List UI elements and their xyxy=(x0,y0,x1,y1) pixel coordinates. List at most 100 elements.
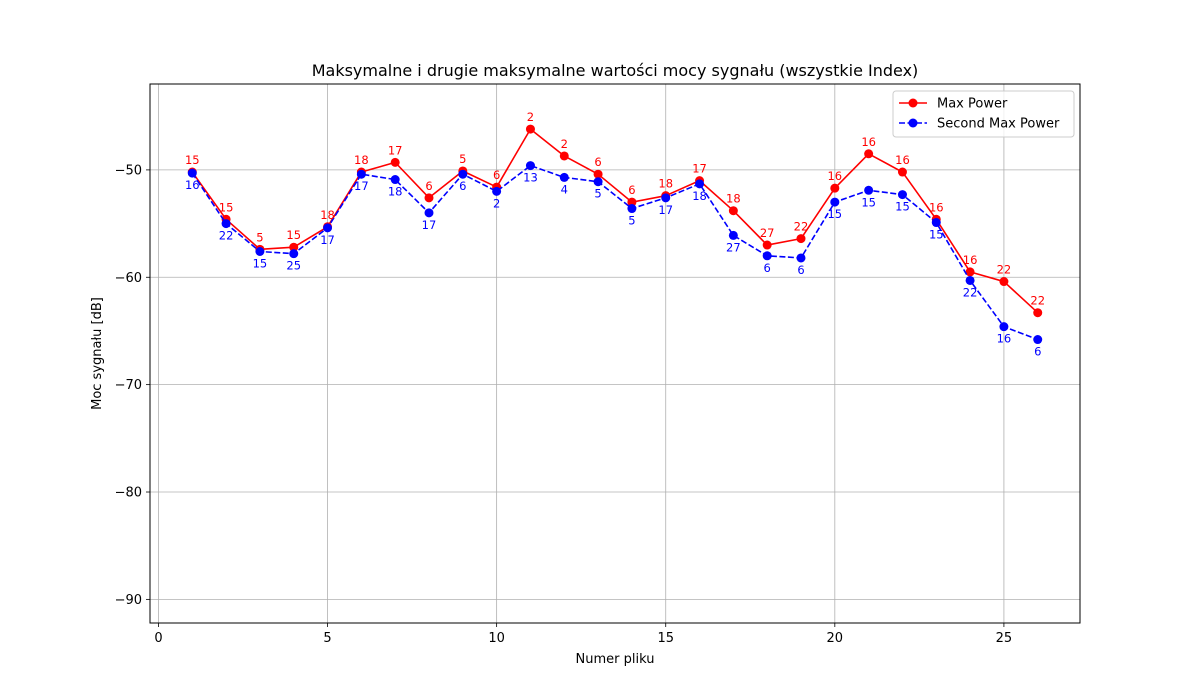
data-label: 17 xyxy=(692,162,707,176)
data-label: 2 xyxy=(561,137,568,151)
x-tick-label: 20 xyxy=(827,631,844,646)
data-point xyxy=(728,230,738,240)
data-label: 18 xyxy=(726,192,741,206)
data-label: 17 xyxy=(320,233,335,247)
x-tick-label: 15 xyxy=(657,631,674,646)
data-label: 6 xyxy=(594,155,601,169)
data-point xyxy=(695,179,705,189)
data-point xyxy=(762,240,772,250)
data-label: 15 xyxy=(895,200,910,214)
data-label: 6 xyxy=(493,168,500,182)
data-point xyxy=(864,149,874,159)
series-line-2 xyxy=(191,164,1039,341)
y-tick-label: −70 xyxy=(115,378,142,393)
data-point xyxy=(796,253,806,263)
data-point xyxy=(424,208,434,218)
data-point xyxy=(830,183,840,193)
data-point xyxy=(593,177,603,187)
data-label: 2 xyxy=(527,110,534,124)
data-point xyxy=(255,246,265,256)
data-point xyxy=(424,193,434,203)
plot-frame xyxy=(149,83,1081,624)
data-label: 15 xyxy=(185,153,200,167)
data-point xyxy=(965,275,975,285)
y-tick-label: −80 xyxy=(115,486,142,501)
data-point xyxy=(525,124,535,134)
data-label: 15 xyxy=(861,195,876,209)
data-label: 18 xyxy=(320,208,335,222)
data-label: 16 xyxy=(997,332,1012,346)
data-label: 6 xyxy=(425,179,432,193)
data-point xyxy=(897,167,907,177)
data-point xyxy=(289,249,299,259)
data-label: 27 xyxy=(760,226,775,240)
data-point xyxy=(390,175,400,185)
data-label: 16 xyxy=(861,135,876,149)
data-point xyxy=(830,197,840,207)
data-label: 16 xyxy=(895,153,910,167)
axis-ticks: 0 5 10 15 20 25−90−80−70−60−50 xyxy=(115,163,1013,646)
data-label: 16 xyxy=(963,253,978,267)
series-layer xyxy=(187,124,1043,345)
data-point xyxy=(559,172,569,182)
data-point xyxy=(796,234,806,244)
data-point xyxy=(289,242,299,252)
data-label: 15 xyxy=(929,228,944,242)
data-label: 22 xyxy=(963,285,978,299)
x-tick-label: 5 xyxy=(323,631,331,646)
data-label: 16 xyxy=(185,178,200,192)
data-point xyxy=(525,161,535,171)
data-label: 22 xyxy=(794,220,809,234)
data-point xyxy=(627,197,637,207)
grid-lines xyxy=(150,84,1080,623)
data-point xyxy=(1033,308,1043,318)
data-label: 18 xyxy=(692,189,707,203)
data-label: 17 xyxy=(422,218,437,232)
data-label: 15 xyxy=(827,207,842,221)
data-point xyxy=(356,169,366,179)
data-point xyxy=(559,151,569,161)
data-label: 4 xyxy=(561,182,568,196)
data-point xyxy=(458,169,468,179)
y-tick-label: −60 xyxy=(115,271,142,286)
data-point xyxy=(728,206,738,216)
data-label: 6 xyxy=(764,261,771,275)
data-point xyxy=(931,218,941,228)
data-point xyxy=(897,190,907,200)
legend: Max Power Second Max Power xyxy=(892,90,1075,138)
data-point xyxy=(492,186,502,196)
data-label: 5 xyxy=(628,214,635,228)
data-point xyxy=(661,193,671,203)
data-label: 17 xyxy=(354,179,369,193)
x-axis-label: Numer pliku xyxy=(576,652,655,667)
data-point xyxy=(221,219,231,229)
y-tick-label: −50 xyxy=(115,163,142,178)
data-point xyxy=(627,204,637,214)
data-label: 6 xyxy=(628,183,635,197)
data-label: 15 xyxy=(286,228,301,242)
legend-marker-2 xyxy=(908,118,918,128)
data-point xyxy=(187,168,197,178)
data-point xyxy=(999,277,1009,287)
data-label: 25 xyxy=(286,259,301,273)
y-tick-label: −90 xyxy=(115,593,142,608)
data-label: 5 xyxy=(459,152,466,166)
data-label: 5 xyxy=(594,187,601,201)
data-point xyxy=(864,185,874,195)
data-label: 22 xyxy=(997,263,1012,277)
data-point xyxy=(593,169,603,179)
data-point xyxy=(999,322,1009,332)
data-label: 17 xyxy=(388,143,403,157)
data-label: 18 xyxy=(658,177,673,191)
data-label: 17 xyxy=(658,203,673,217)
legend-marker-1 xyxy=(908,98,918,108)
data-label: 13 xyxy=(523,171,538,185)
data-label: 18 xyxy=(388,185,403,199)
data-label: 22 xyxy=(219,229,234,243)
data-label: 6 xyxy=(1034,345,1041,359)
data-label: 15 xyxy=(219,200,234,214)
data-label: 18 xyxy=(354,153,369,167)
data-label: 6 xyxy=(459,179,466,193)
